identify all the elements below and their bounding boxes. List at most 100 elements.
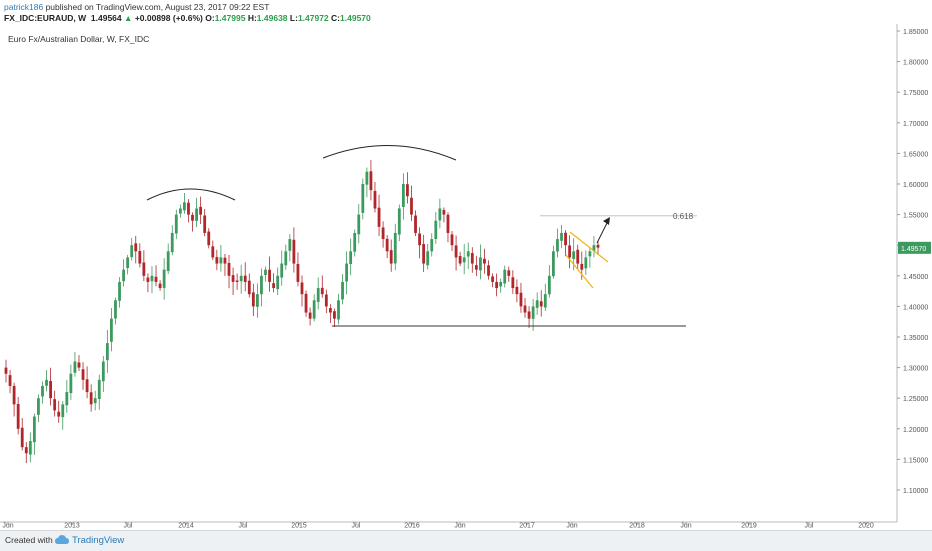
price-tick-label: 1.35000 <box>903 335 928 342</box>
candle-down <box>243 275 247 282</box>
candle-down <box>406 184 409 197</box>
candle-down <box>442 209 446 215</box>
candle-up <box>178 208 182 214</box>
candle-up <box>183 202 186 211</box>
candle-up <box>353 232 357 252</box>
candle-up <box>547 275 551 295</box>
price-tick-label: 1.80000 <box>903 60 928 67</box>
candle-down <box>422 244 426 264</box>
candle-up <box>150 275 154 282</box>
candle-down <box>515 286 519 295</box>
author-link[interactable]: patrick186 <box>4 2 44 12</box>
candle-up <box>195 208 198 221</box>
candle-up <box>45 379 48 386</box>
cloud-icon <box>55 535 69 544</box>
candle-up <box>345 263 349 282</box>
candle-down <box>470 253 474 264</box>
candle-down <box>89 392 93 405</box>
candle-down <box>49 381 53 399</box>
candle-up <box>166 251 170 271</box>
candle-up <box>393 232 397 264</box>
ohlc-readout: FX_IDC:EURAUD, W 1.49564 ▲ +0.00898 (+0.… <box>4 13 371 23</box>
price-tick-label: 1.85000 <box>903 29 928 36</box>
open-label: O: <box>205 13 215 23</box>
candle-down <box>268 269 271 282</box>
candle-up <box>479 257 482 271</box>
candle-up <box>357 214 361 235</box>
candle-down <box>12 385 16 405</box>
price-tick-label: 1.40000 <box>903 304 928 311</box>
candle-up <box>560 232 563 241</box>
candle-up <box>592 245 596 252</box>
price-tick-label: 1.75000 <box>903 90 928 97</box>
candle-up <box>462 257 466 263</box>
candle-down <box>235 280 239 282</box>
candle-down <box>146 277 150 282</box>
candle-down <box>272 283 276 289</box>
candle-down <box>389 250 393 264</box>
high-value: 1.49638 <box>256 13 288 23</box>
candle-down <box>487 265 490 276</box>
candle-up <box>551 251 555 277</box>
candle-up <box>316 288 320 302</box>
candle-down <box>414 215 417 233</box>
time-tick-label: 2016 <box>404 523 420 530</box>
candle-up <box>28 441 32 455</box>
wedge-upper-line <box>569 231 609 263</box>
candle-down <box>596 244 600 248</box>
candle-down <box>85 379 89 393</box>
candle-down <box>450 234 454 246</box>
candle-down <box>474 265 478 270</box>
last-price-tag <box>898 241 931 254</box>
candle-up <box>126 257 130 269</box>
candle-down <box>142 262 146 276</box>
tradingview-logo[interactable]: TradingView <box>55 533 124 547</box>
candle-down <box>381 227 385 240</box>
candle-down <box>81 369 85 380</box>
time-tick-label: Jun <box>2 523 13 530</box>
price-change: +0.00898 (+0.6%) <box>134 13 203 23</box>
candle-down <box>527 311 531 319</box>
candle-up <box>61 404 65 418</box>
candle-down <box>211 246 215 258</box>
created-with-text: Created with <box>5 535 53 545</box>
candle-up <box>535 300 539 308</box>
candle-up <box>255 294 259 307</box>
candle-up <box>97 379 101 400</box>
candle-down <box>519 292 523 307</box>
candle-up <box>37 398 40 415</box>
candle-down <box>483 258 486 264</box>
candle-down <box>215 257 219 264</box>
candle-up <box>93 398 97 404</box>
candle-down <box>4 367 8 374</box>
low-label: L: <box>289 13 298 23</box>
candle-up <box>438 208 442 221</box>
candle-up <box>288 239 292 251</box>
candle-down <box>369 171 373 191</box>
candle-down <box>308 312 312 319</box>
price-tick-label: 1.25000 <box>903 396 928 403</box>
candle-down <box>24 447 28 454</box>
low-value: 1.47972 <box>297 13 329 23</box>
time-tick-label: Jul <box>352 523 361 530</box>
brand-name: TradingView <box>72 534 125 546</box>
close-label: C: <box>331 13 341 23</box>
candle-down <box>203 215 207 233</box>
candle-up <box>337 300 340 320</box>
candle-down <box>53 399 57 411</box>
price-tick-label: 1.30000 <box>903 366 928 373</box>
candle-down <box>57 411 61 417</box>
candle-up <box>556 239 559 252</box>
candle-up <box>466 251 470 257</box>
candle-up <box>219 257 223 264</box>
candle-up <box>531 306 535 319</box>
candle-up <box>162 269 166 288</box>
time-tick-label: Jun <box>680 523 691 530</box>
candle-up <box>65 392 69 406</box>
candle-up <box>361 184 365 213</box>
candle-up <box>122 269 125 282</box>
price-tick-label: 1.10000 <box>903 488 928 495</box>
close-value: 1.49570 <box>340 13 371 23</box>
time-tick-label: Jun <box>454 523 465 530</box>
